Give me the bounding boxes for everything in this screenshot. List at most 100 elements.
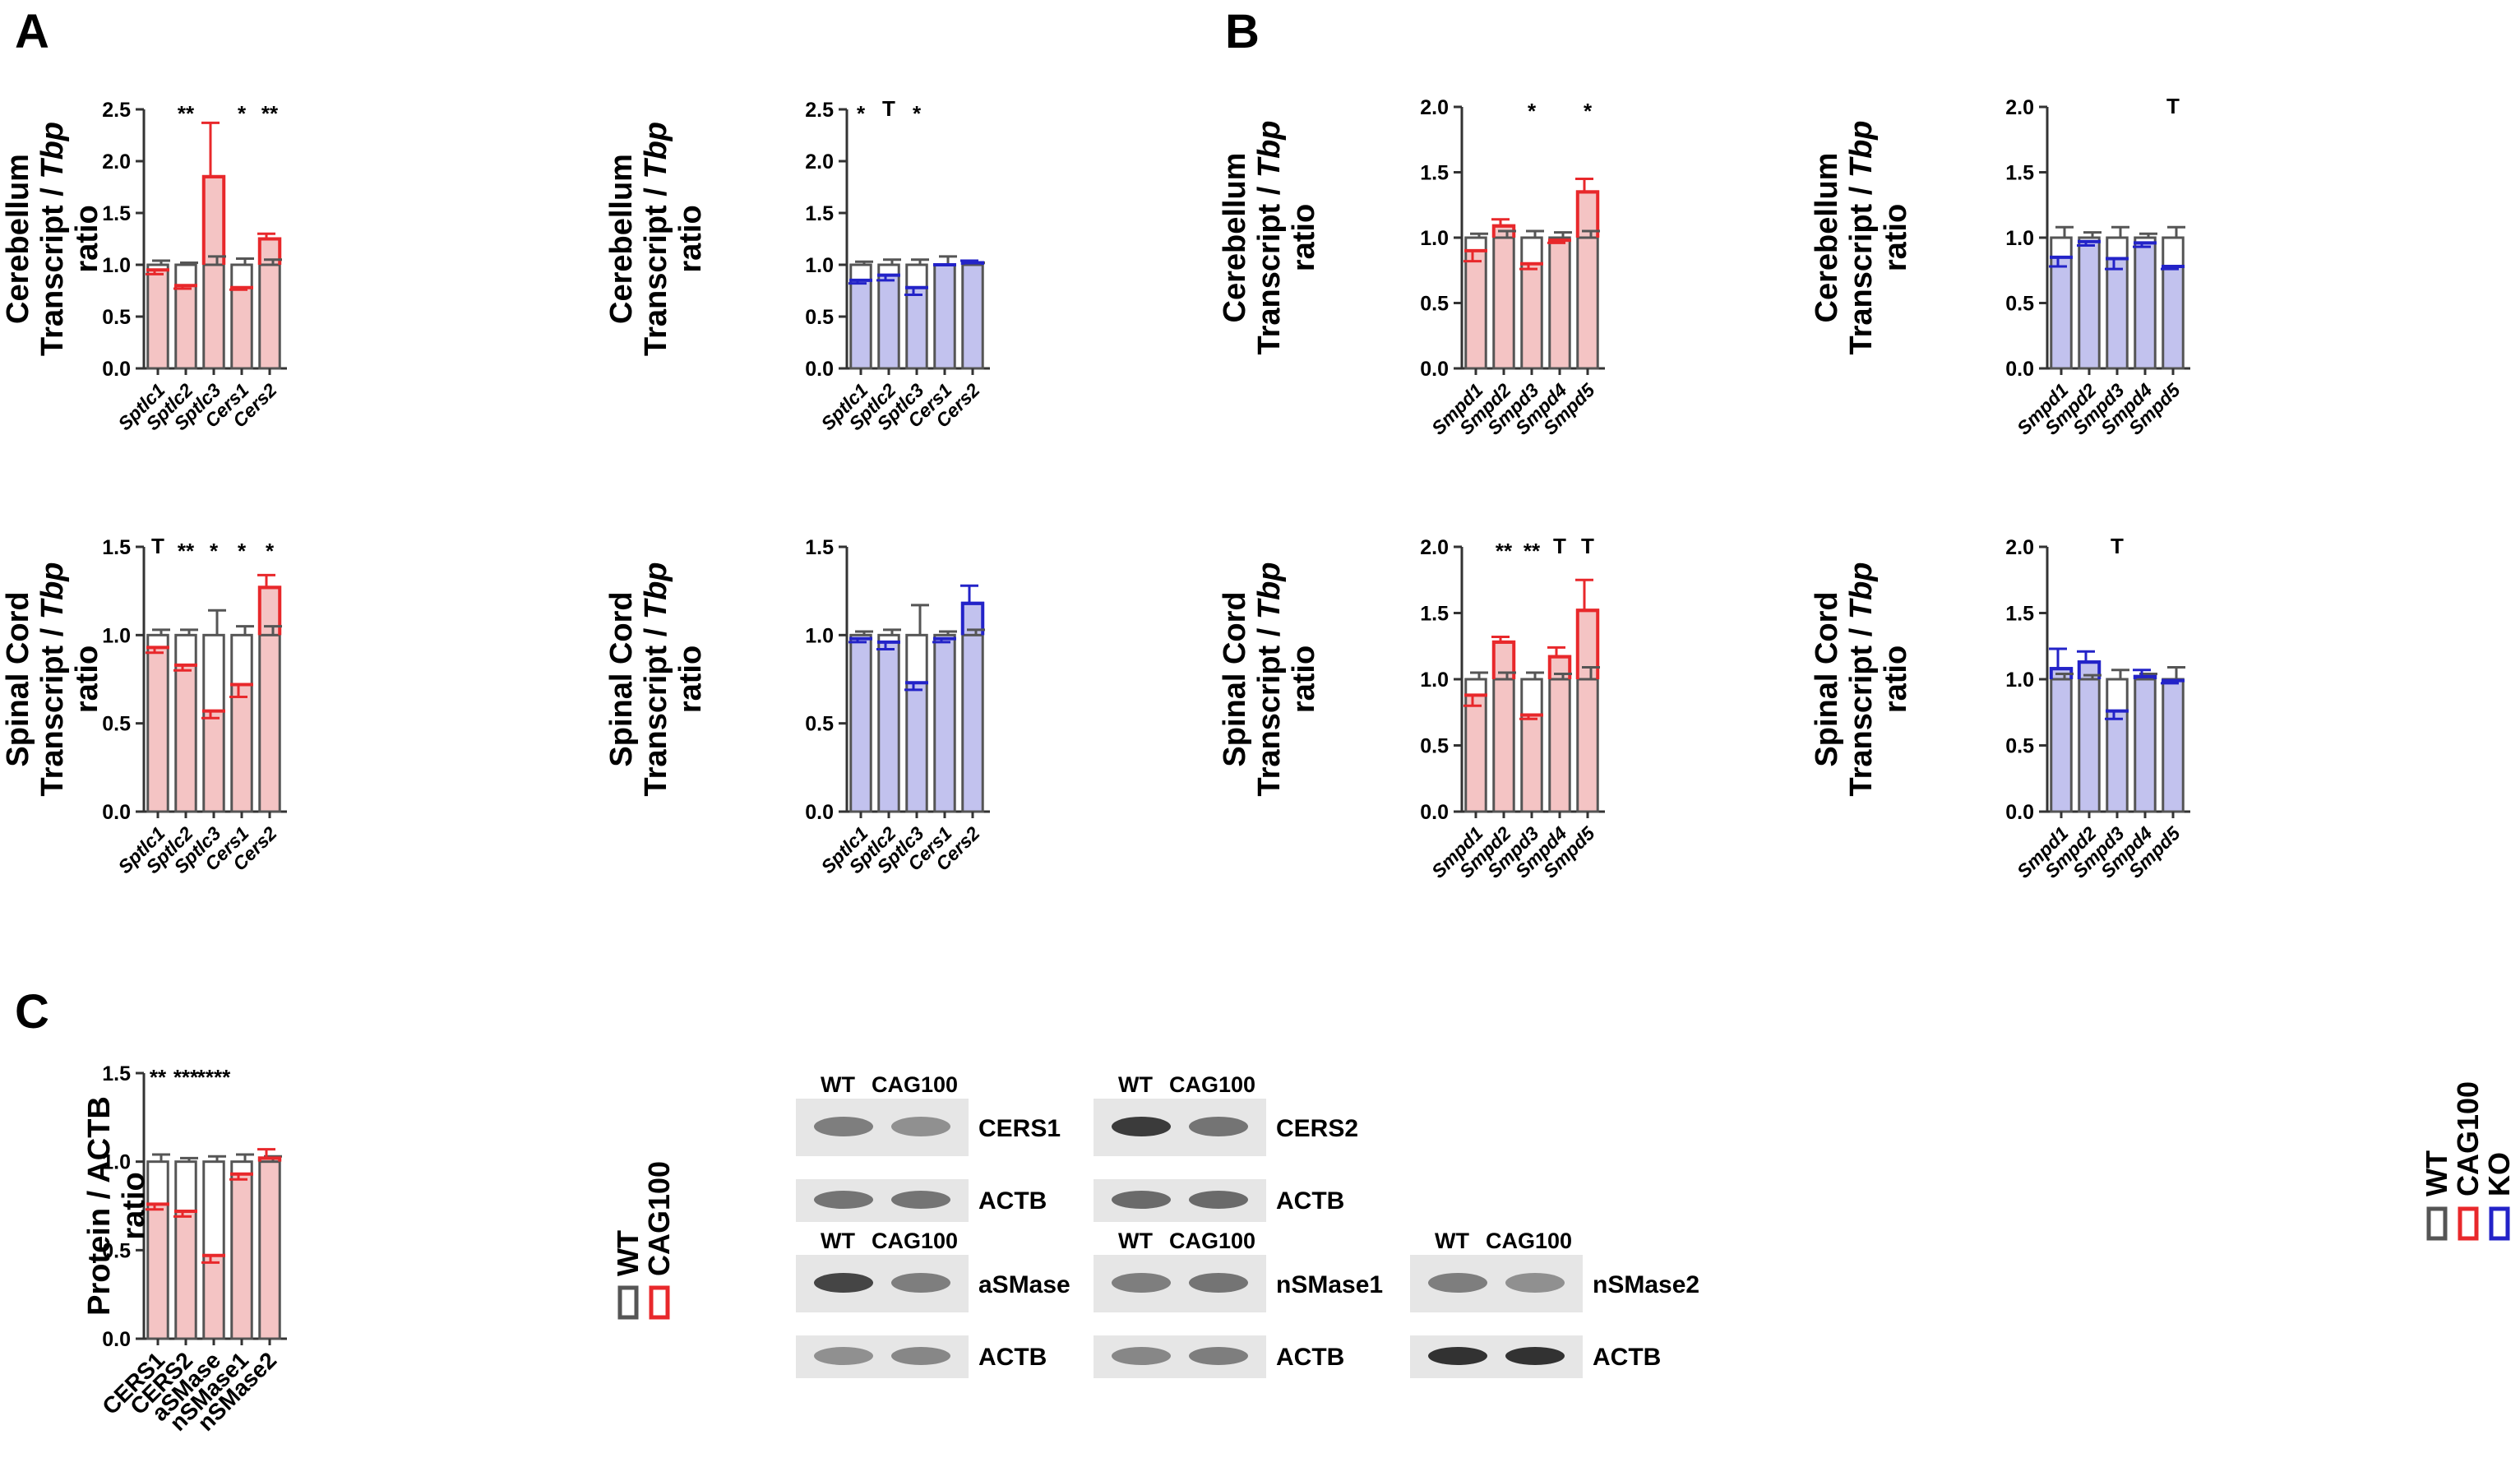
y-tick-label: 1.5 <box>102 1062 131 1085</box>
bar-cag100-cers2 <box>259 587 280 812</box>
significance-smpd5: * <box>1584 99 1593 123</box>
blot-band-actb-wt <box>814 1347 873 1365</box>
y-axis-label: CerebellumTranscript / Tbpratio <box>1218 120 1321 354</box>
y-axis-label: CerebellumTranscript / Tbpratio <box>1810 120 1913 354</box>
chart-spinalcord-sptlc-cers-ko: 0.0 0.5 1.0 1.5 Spinal CordTranscript / Tbpr… <box>604 536 990 877</box>
y-axis-label-part: Transcript / <box>35 619 70 796</box>
y-axis-label-line: ratio <box>1879 646 1913 713</box>
y-tick-label: 1.5 <box>1420 603 1449 626</box>
y-tick-label: 2.5 <box>805 99 834 122</box>
blot-lane-label-cag100: CAG100 <box>1486 1229 1572 1253</box>
y-axis-label: CerebellumTranscript / Tbpratio <box>604 122 708 356</box>
bar-ko-smpd2 <box>2078 662 2100 812</box>
blot-band-cag100-shape <box>1505 1273 1565 1293</box>
bar-ko-cers2 <box>962 603 983 812</box>
y-tick-label: 0.5 <box>1420 293 1449 316</box>
blot-band-actb-wt-shape <box>814 1347 873 1365</box>
y-axis-label-line: ratio <box>1287 204 1321 271</box>
significance-cers2: *** <box>173 1065 199 1090</box>
legend-protein: WT CAG100 <box>611 1161 676 1320</box>
y-axis-label-gene: Tbp <box>1252 120 1287 178</box>
y-axis-label-part: Transcript / <box>1844 178 1879 354</box>
significance-cers2: ** <box>261 101 279 126</box>
bar-cag100-smpd2 <box>1493 641 1514 812</box>
blot-band-cag100 <box>891 1273 950 1293</box>
y-axis-label-line: ratio <box>1287 646 1321 713</box>
bar-cag100-sptlc3 <box>203 710 224 812</box>
blot-band-wt-shape <box>1428 1273 1487 1293</box>
y-axis-label-gene: Tbp <box>639 562 673 619</box>
legend-swatch-wt <box>617 1285 639 1320</box>
y-tick-label: 0.5 <box>1420 735 1449 758</box>
y-tick-label: 2.0 <box>2005 96 2034 119</box>
y-axis-label-line: Cerebellum <box>1 154 35 324</box>
y-axis-label-line: Transcript / Tbp <box>1844 120 1879 354</box>
blot-band-wt <box>1112 1273 1171 1293</box>
y-axis-label: Protein / ACTBratio <box>82 1096 151 1316</box>
y-tick-label: 2.0 <box>1420 536 1449 559</box>
y-tick-label: 0.0 <box>2005 801 2034 824</box>
blot-band-actb-wt-shape <box>814 1191 873 1209</box>
y-tick-label: 1.0 <box>1420 227 1449 250</box>
y-axis-label-gene: Tbp <box>1252 562 1287 619</box>
y-axis-label-gene: Tbp <box>35 562 70 619</box>
legend-swatch-cag100 <box>2458 1206 2479 1241</box>
y-tick-label: 0.5 <box>2005 735 2034 758</box>
bar-cag100-smpd3 <box>1521 263 1542 368</box>
y-tick-label: 0.5 <box>805 306 834 329</box>
y-axis-label-line: Spinal Cord <box>604 591 639 766</box>
bar-cag100-cers1 <box>231 287 252 368</box>
chart-cerebellum-smpd-cag100: 0.0 0.5 1.0 1.5 2.0 CerebellumTranscript / Tb… <box>1218 96 1605 439</box>
bar-cag100-smpd1 <box>1465 250 1487 368</box>
y-axis-label-line: Cerebellum <box>1218 153 1252 323</box>
y-tick-label: 0.0 <box>805 801 834 824</box>
bar-ko-cers2 <box>962 262 983 368</box>
significance-sptlc3: * <box>913 101 922 126</box>
blot-band-cag100 <box>1189 1117 1248 1136</box>
western-blot-panels: WT CAG100 CERS1 ACTB WT CAG100 CERS2 ACTB WT CAG1… <box>796 1072 1699 1378</box>
y-tick-label: 0.5 <box>2005 293 2034 316</box>
chart-spinalcord-smpd-cag100: 0.0 0.5 1.0 1.5 2.0 Spinal CordTranscript / T… <box>1218 534 1605 882</box>
bar-ko-sptlc1 <box>850 638 872 812</box>
legend-label-wt: WT <box>611 1230 645 1276</box>
y-axis-label-gene: Tbp <box>639 122 673 179</box>
bar-cag100-nsmase1 <box>231 1173 252 1339</box>
bar-cag100-smpd5 <box>1577 610 1598 812</box>
y-tick-label: 1.0 <box>2005 227 2034 250</box>
y-tick-label: 0.0 <box>102 801 131 824</box>
bar-cag100-cers1 <box>147 1204 169 1339</box>
y-axis-label-line: Cerebellum <box>1810 153 1844 323</box>
y-axis-label-part: Transcript / <box>639 619 673 796</box>
blot-band-cag100-shape <box>891 1117 950 1136</box>
y-axis-label-line: ratio <box>673 646 708 713</box>
blot-band-actb-cag100 <box>891 1347 950 1365</box>
chart-cerebellum-smpd-ko: 0.0 0.5 1.0 1.5 2.0 CerebellumTranscript / Tb… <box>1810 94 2190 439</box>
legend-label-wt: WT <box>2420 1150 2453 1196</box>
y-axis-label-line: ratio <box>1879 204 1913 271</box>
blot-band-cag100-shape <box>1189 1273 1248 1293</box>
blot-control-label: ACTB <box>978 1344 1047 1371</box>
chart-spinalcord-smpd-ko: 0.0 0.5 1.0 1.5 2.0 Spinal CordTranscript / T… <box>1810 534 2190 882</box>
panel-label-c: C <box>15 985 49 1039</box>
bar-cag100-sptlc1 <box>147 270 169 368</box>
y-tick-label: 1.0 <box>102 1151 131 1174</box>
y-axis-label-line: Spinal Cord <box>1218 591 1252 766</box>
y-tick-label: 0.0 <box>805 358 834 381</box>
blot-control-label: ACTB <box>978 1187 1047 1215</box>
bar-cag100-smpd4 <box>1549 656 1570 812</box>
y-axis-label-line: Transcript / Tbp <box>35 562 70 796</box>
blot-control-label: ACTB <box>1276 1344 1344 1371</box>
y-tick-label: 1.5 <box>2005 603 2034 626</box>
blot-band-wt <box>1112 1117 1171 1136</box>
significance-smpd5: T <box>2166 94 2180 118</box>
blot-band-actb-wt-shape <box>1112 1191 1171 1209</box>
blot-target-label: nSMase2 <box>1593 1271 1699 1298</box>
significance-smpd3: T <box>2111 534 2124 558</box>
y-tick-label: 1.5 <box>805 536 834 559</box>
bar-cag100-cers2 <box>175 1210 197 1339</box>
blot-band-actb-cag100-shape <box>1189 1191 1248 1209</box>
y-axis-label-line: ratio <box>673 205 708 272</box>
y-tick-label: 1.5 <box>102 202 131 225</box>
